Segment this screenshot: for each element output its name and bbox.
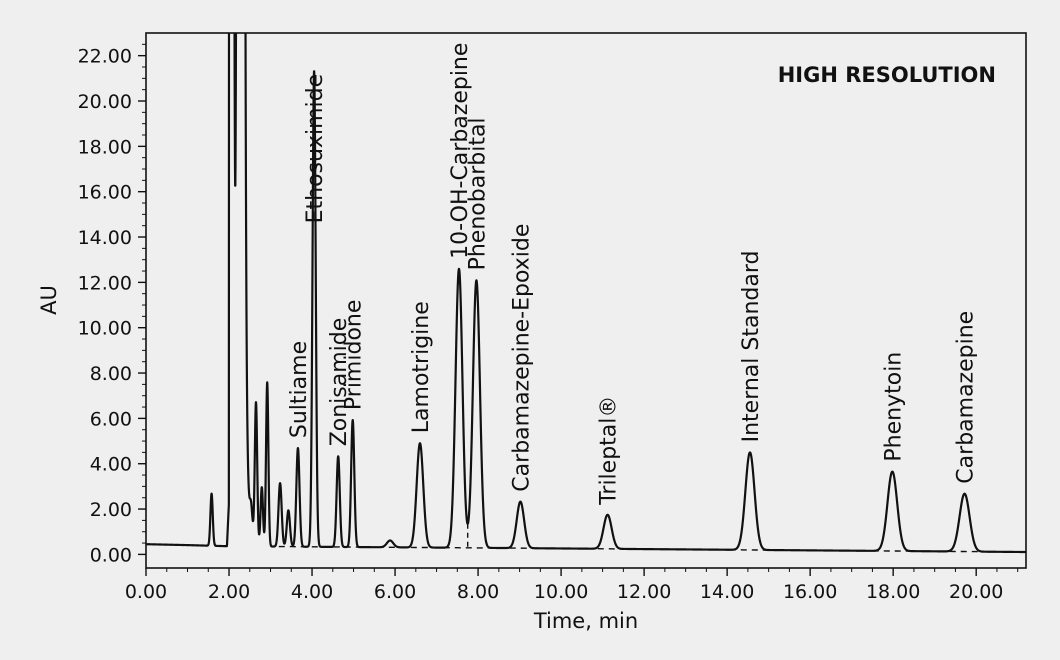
y-tick-label: 2.00 <box>90 499 132 521</box>
plot-clip-group <box>146 33 1026 554</box>
x-tick-label: 8.00 <box>457 581 499 603</box>
y-tick-label: 22.00 <box>78 46 132 68</box>
peak-label: Primidone <box>342 300 367 410</box>
x-tick-label: 4.00 <box>291 581 333 603</box>
peak-label: Carbamazepine-Epoxide <box>509 224 534 492</box>
x-tick-label: 10.00 <box>534 581 588 603</box>
y-tick-label: 18.00 <box>78 136 132 158</box>
x-tick-label: 6.00 <box>374 581 416 603</box>
peak-label: Internal Standard <box>739 251 764 443</box>
x-tick-label: 14.00 <box>700 581 754 603</box>
peak-label: Phenobarbital <box>465 117 490 270</box>
y-axis: 0.00 2.00 4.00 6.00 8.00 10.00 12.00 14.00 16.00… <box>78 43 146 566</box>
x-tick-label: 16.00 <box>783 581 837 603</box>
y-tick-label: 8.00 <box>90 363 132 385</box>
x-tick-label: 20.00 <box>949 581 1003 603</box>
chart-annotation: HIGH RESOLUTION <box>778 63 996 87</box>
y-tick-label: 14.00 <box>78 227 132 249</box>
x-tick-label: 12.00 <box>617 581 671 603</box>
y-tick-label: 16.00 <box>78 182 132 204</box>
y-tick-label: 0.00 <box>90 544 132 566</box>
y-axis-label: AU <box>37 285 61 315</box>
y-tick-label: 20.00 <box>78 91 132 113</box>
peak-label: Zonisamide <box>327 318 352 447</box>
peak-label: Carbamazepine <box>954 311 979 484</box>
chromatogram-trace <box>146 33 1026 554</box>
y-tick-label: 4.00 <box>90 454 132 476</box>
peak-label: Lamotrigine <box>409 301 434 433</box>
x-tick-label: 0.00 <box>125 581 167 603</box>
peak-label: Sultiame <box>287 341 312 438</box>
y-tick-label: 12.00 <box>78 272 132 294</box>
x-axis-label: Time, min <box>533 609 638 633</box>
y-tick-label: 10.00 <box>78 318 132 340</box>
plot-area-frame <box>145 32 1027 569</box>
peak-label: Ethosuximide <box>303 74 328 224</box>
peak-label: Phenytoin <box>881 352 906 462</box>
x-tick-label: 2.00 <box>208 581 250 603</box>
y-tick-label: 6.00 <box>90 408 132 430</box>
x-axis: 0.00 2.00 4.00 6.00 8.00 10.00 12.00 14.00 16.00… <box>125 568 1019 603</box>
x-tick-label: 18.00 <box>866 581 920 603</box>
peak-label: Trileptal® <box>597 396 622 506</box>
peak-label: 10-OH-Carbazepine <box>448 43 473 259</box>
